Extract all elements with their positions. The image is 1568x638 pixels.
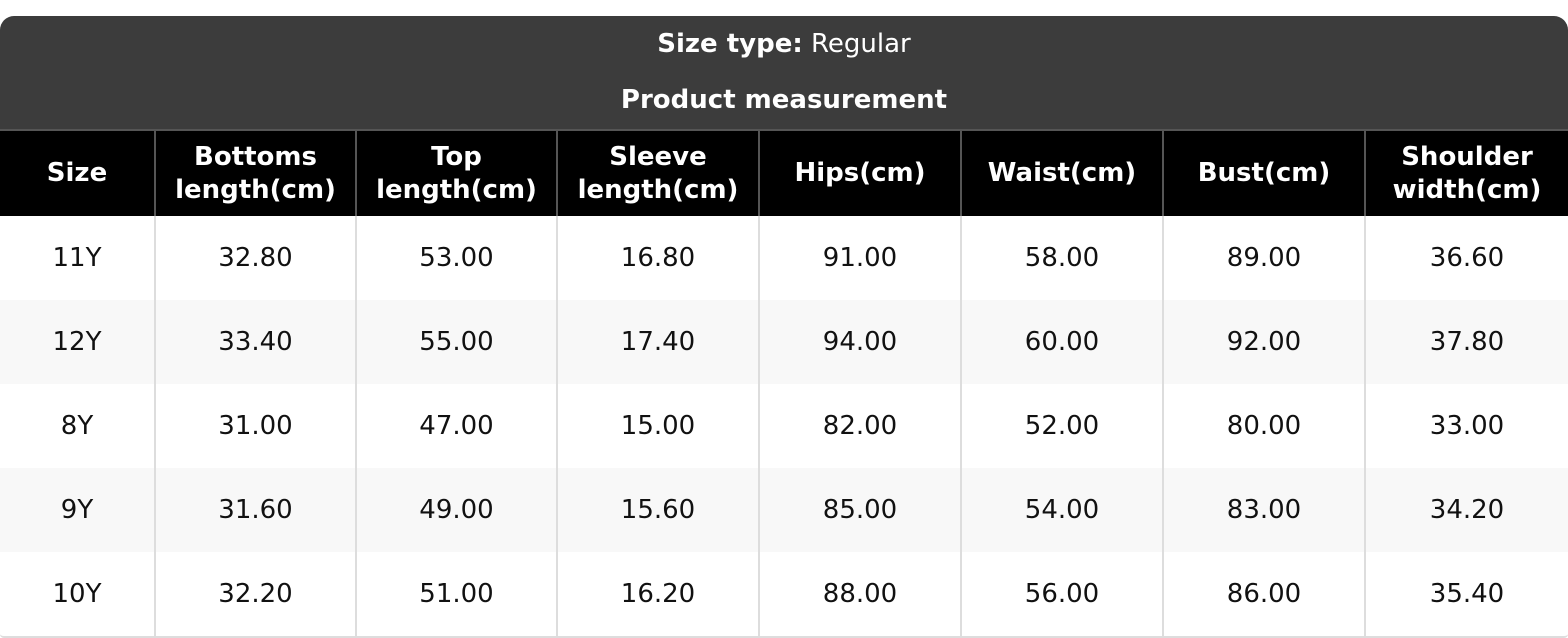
column-header: Sleeve length(cm) (556, 129, 759, 216)
table-cell: 94.00 (758, 300, 961, 384)
table-caption: Size type: Regular Product measurement (0, 16, 1568, 129)
table-cell: 53.00 (355, 216, 557, 300)
table-cell: 33.40 (154, 300, 356, 384)
table-cell: 91.00 (758, 216, 961, 300)
table-cell: 56.00 (960, 552, 1163, 636)
table-cell: 15.00 (556, 384, 759, 468)
column-header: Shoulder width(cm) (1364, 129, 1568, 216)
table-cell: 83.00 (1162, 468, 1365, 552)
table-cell: 37.80 (1364, 300, 1568, 384)
table-cell: 33.00 (1364, 384, 1568, 468)
header-row: Size Bottoms length(cm) Top length(cm) Slee… (0, 129, 1568, 216)
table-cell: 85.00 (758, 468, 961, 552)
size-type: Size type: Regular (657, 29, 911, 59)
table-cell: 92.00 (1162, 300, 1365, 384)
table-cell: 32.20 (154, 552, 356, 636)
table-cell: 60.00 (960, 300, 1163, 384)
table-cell: 17.40 (556, 300, 759, 384)
column-header: Bottoms length(cm) (154, 129, 356, 216)
table-cell: 55.00 (355, 300, 557, 384)
table-cell: 15.60 (556, 468, 759, 552)
table-cell: 10Y (52, 579, 102, 609)
table-cell: 9Y (0, 468, 155, 552)
table-cell: 82.00 (758, 384, 961, 468)
table-cell: 32.80 (154, 216, 356, 300)
table-cell: 36.60 (1364, 216, 1568, 300)
table-cell: 31.00 (154, 384, 356, 468)
table-cell: 88.00 (758, 552, 961, 636)
table-cell: 86.00 (1162, 552, 1365, 636)
size-chart: Size type: Regular Product measurement S… (0, 16, 1568, 638)
table-cell: 54.00 (960, 468, 1163, 552)
table-cell: 11Y (52, 243, 102, 273)
table-cell: 80.00 (1162, 384, 1365, 468)
column-header: Waist(cm) (960, 129, 1163, 216)
table-cell: 58.00 (960, 216, 1163, 300)
table-cell: 12Y (0, 300, 155, 384)
table-cell: 47.00 (355, 384, 557, 468)
table-cell: 35.40 (1364, 552, 1568, 636)
table-cell: 49.00 (355, 468, 557, 552)
table-cell: 51.00 (355, 552, 557, 636)
table-row: 8Y 31.00 47.00 15.00 82.00 52.00 80.00 33.00 (0, 384, 1568, 468)
table-row: 11Y 32.80 53.00 16.80 91.00 58.00 89.00 36.60 (0, 216, 1568, 300)
table-cell: 16.20 (556, 552, 759, 636)
column-header: Bust(cm) (1162, 129, 1365, 216)
table-cell: 52.00 (960, 384, 1163, 468)
table-row: 10Y 32.20 51.00 16.20 88.00 56.00 86.00 35.40 (0, 552, 1568, 636)
measurement-table: Size Bottoms length(cm) Top length(cm) Slee… (0, 129, 1568, 636)
section-title: Product measurement (620, 85, 948, 115)
table-cell: 34.20 (1364, 468, 1568, 552)
table-row: 12Y 33.40 55.00 17.40 94.00 60.00 92.00 37.80 (0, 300, 1568, 384)
table-cell: 89.00 (1162, 216, 1365, 300)
table-cell: 16.80 (556, 216, 759, 300)
column-header: Top length(cm) (355, 129, 557, 216)
column-header: Size (0, 129, 155, 216)
table-cell: 8Y (60, 411, 94, 441)
table-row: 9Y 31.60 49.00 15.60 85.00 54.00 83.00 34.20 (0, 468, 1568, 552)
column-header: Hips(cm) (758, 129, 961, 216)
table-cell: 31.60 (154, 468, 356, 552)
